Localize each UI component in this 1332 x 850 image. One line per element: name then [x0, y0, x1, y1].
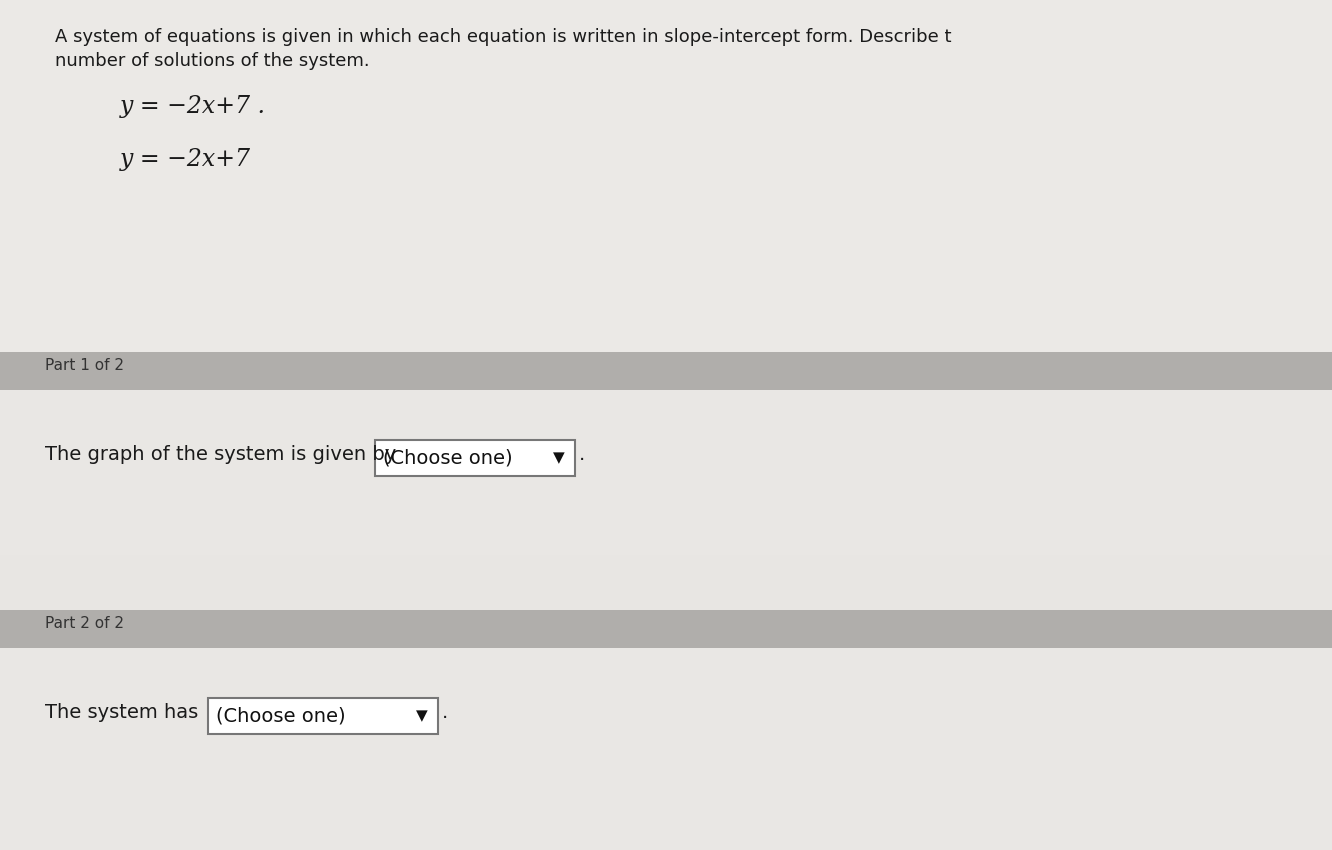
Text: Part 1 of 2: Part 1 of 2 — [45, 358, 124, 373]
Bar — [208, 698, 438, 734]
Text: y = −2x+7 .: y = −2x+7 . — [120, 95, 266, 118]
Bar — [0, 648, 1332, 850]
Bar — [376, 440, 575, 476]
Text: The graph of the system is given by: The graph of the system is given by — [45, 445, 396, 464]
Text: (Choose one): (Choose one) — [384, 449, 513, 468]
Text: A system of equations is given in which each equation is written in slope-interc: A system of equations is given in which … — [55, 28, 951, 46]
Text: Part 2 of 2: Part 2 of 2 — [45, 616, 124, 631]
Text: y = −2x+7: y = −2x+7 — [120, 148, 250, 171]
Bar — [0, 555, 1332, 610]
Text: The system has: The system has — [45, 703, 198, 722]
Text: (Choose one): (Choose one) — [216, 706, 345, 726]
Text: ▼: ▼ — [416, 709, 428, 723]
Text: ▼: ▼ — [553, 450, 565, 466]
Bar — [0, 390, 1332, 555]
Text: .: . — [579, 445, 585, 464]
Text: .: . — [442, 703, 449, 722]
Text: number of solutions of the system.: number of solutions of the system. — [55, 52, 369, 70]
Bar — [0, 352, 1332, 390]
Bar — [0, 0, 1332, 390]
Bar — [0, 610, 1332, 648]
